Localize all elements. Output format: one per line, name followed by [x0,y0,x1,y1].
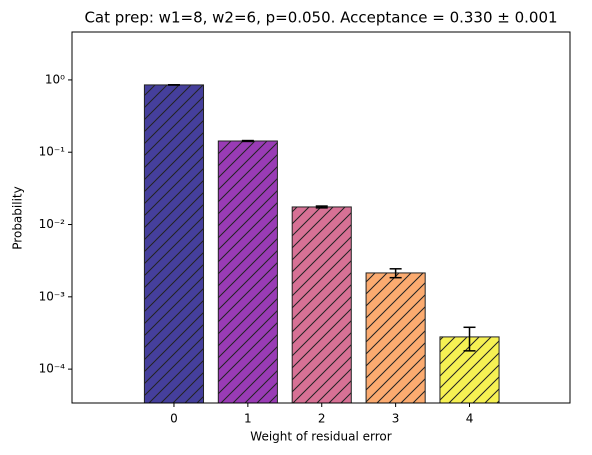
chart-title: Cat prep: w1=8, w2=6, p=0.050. Acceptanc… [84,9,557,27]
plot-frame [71,31,571,404]
bar [291,206,352,404]
x-tick-label: 0 [170,412,178,426]
bar [365,272,426,404]
y-axis-label: Probability [11,186,25,249]
y-tick-label: 10⁰ [45,72,65,86]
bar [217,140,278,404]
x-axis-label: Weight of residual error [250,430,391,444]
y-tick-label: 10⁻¹ [39,145,66,159]
y-tick-label: 10⁻² [39,217,66,231]
x-tick-label: 3 [392,412,400,426]
x-tick-label: 4 [466,412,474,426]
x-tick-label: 1 [244,412,252,426]
x-tick-label: 2 [318,412,326,426]
y-tick-label: 10⁻⁴ [39,362,66,376]
y-tick-label: 10⁻³ [39,289,66,303]
bar [143,84,205,404]
